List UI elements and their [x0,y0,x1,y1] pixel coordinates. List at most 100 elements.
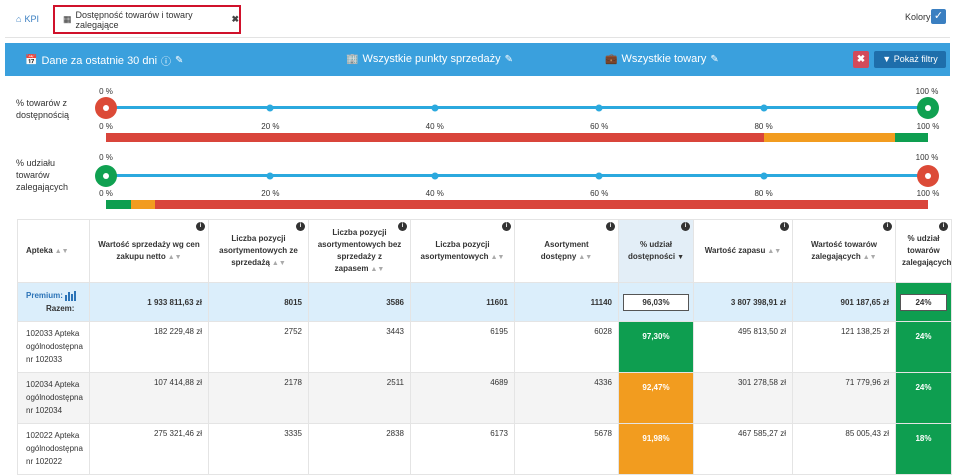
colorbar-segment [763,133,896,142]
summary-cell: 11601 [410,282,515,322]
info-icon[interactable]: i [296,222,305,231]
availability-share-cell: 92,47% [618,372,694,424]
bar-chart-icon[interactable] [65,290,77,301]
slider-tick [760,104,768,111]
slider-tick [595,104,603,111]
sort-icon[interactable]: ▲▼ [862,253,877,261]
col-header-sales-value[interactable]: i Wartość sprzedaży wg cen zakupu netto ▲▼ [89,219,209,283]
col-header-items-with-sales[interactable]: i Liczba pozycji asortymentowych ze sprze… [208,219,309,283]
availability-share-cell: 97,30% [618,321,694,373]
col-header-stale-value[interactable]: i Wartość towarów zalegających ▲▼ [792,219,896,283]
colors-label: Kolory [905,12,931,22]
slider-availability-max-handle[interactable] [917,97,939,119]
col-header-availability-share[interactable]: i% udział dostępności ▼ [618,219,694,283]
slider-scale-label: 40 % [425,122,444,131]
table-cell: 107 414,88 zł [89,372,209,424]
col-header-available[interactable]: i Asortyment dostępny ▲▼ [514,219,619,283]
col-header-apteka[interactable]: Apteka ▲▼ [17,219,90,283]
summary-name-cell: Premium: Razem: [17,282,90,322]
tab-availability[interactable]: ▦ Dostępność towarów i towary zalegające… [53,5,241,34]
edit-icon[interactable]: ✎ [504,53,513,65]
show-filters-label: Pokaż filtry [893,54,938,64]
table-cell: 2838 [308,423,411,475]
table-cell: 301 278,58 zł [693,372,793,424]
colors-checkbox[interactable]: ✓ [931,9,946,24]
slider-scale-label: 100 % [916,189,940,198]
tab-kpi[interactable]: ⌂ KPI [16,14,39,24]
slider-stale-track[interactable] [106,174,928,177]
info-icon[interactable]: i [939,222,948,231]
table-row[interactable]: 102034 Apteka ogólnodostępna nr 102034 10… [17,372,952,424]
colorbar-segment [130,200,156,209]
info-icon[interactable]: i [681,222,690,231]
info-icon[interactable]: i [883,222,892,231]
info-icon[interactable]: i [780,222,789,231]
premium-label: Premium: [26,291,63,300]
filter-points[interactable]: 🏢 Wszystkie punkty sprzedaży ✎ [346,53,513,65]
table-cell: 2752 [208,321,309,373]
calendar-icon: 📅 [25,55,38,66]
filter-period[interactable]: 📅 Dane za ostatnie 30 dni ⓘ ✎ [25,53,184,69]
summary-cell: 8015 [208,282,309,322]
info-icon[interactable]: i [398,222,407,231]
table-cell: 4336 [514,372,619,424]
tab-kpi-label: KPI [24,14,39,24]
slider-scale-label: 80 % [754,189,773,198]
slider-stale-min-label: 0 % [99,153,113,162]
col-header-items-without-sales[interactable]: i Liczba pozycji asortymentowych bez sprz… [308,219,411,283]
table-cell: 2511 [308,372,411,424]
slider-stale-max-handle[interactable] [917,165,939,187]
slider-scale-label: 100 % [916,122,940,131]
slider-tick [595,172,603,179]
slider-stale-min-handle[interactable] [95,165,117,187]
summary-cell: 11140 [514,282,619,322]
sort-icon[interactable]: ▲▼ [271,259,286,267]
info-icon[interactable]: i [502,222,511,231]
slider-availability-track[interactable] [106,106,928,109]
edit-icon[interactable]: ✎ [175,55,184,66]
sort-desc-icon[interactable]: ▼ [677,253,685,261]
slider-scale-label: 80 % [754,122,773,131]
table-cell: 182 229,48 zł [89,321,209,373]
close-icon[interactable]: ✖ [231,14,239,24]
table-cell: 5678 [514,423,619,475]
edit-icon[interactable]: ✎ [710,53,719,65]
slider-tick [266,172,274,179]
clear-filters-button[interactable]: ✖ [853,51,869,68]
summary-availability-cell: 96,03% [618,282,694,322]
building-icon: 🏢 [346,53,359,65]
summary-row: Premium: Razem: 1 933 811,63 zł 8015 358… [17,282,952,322]
info-icon: ⓘ [161,57,172,68]
info-icon[interactable]: i [196,222,205,231]
summary-cell: 3 807 398,91 zł [693,282,793,322]
summary-stale-share-cell: 24% [895,282,952,322]
filter-products[interactable]: 💼 Wszystkie towary ✎ [605,53,719,65]
slider-scale-label: 60 % [590,122,609,131]
table-cell: 4689 [410,372,515,424]
table-cell: 3335 [208,423,309,475]
table-cell: 467 585,27 zł [693,423,793,475]
show-filters-button[interactable]: ▼ Pokaż filtry [874,51,946,68]
slider-availability-min-handle[interactable] [95,97,117,119]
sort-icon[interactable]: ▲▼ [578,253,593,261]
table-row[interactable]: 102033 Apteka ogólnodostępna nr 102033 18… [17,321,952,373]
sort-icon[interactable]: ▲▼ [767,247,782,255]
filter-period-label: Dane za ostatnie 30 dni [41,54,158,67]
sort-icon[interactable]: ▲▼ [370,265,385,273]
col-header-stale-share[interactable]: i% udział towarów zalegających [895,219,952,283]
slider-tick [431,172,439,179]
sort-icon[interactable]: ▲▼ [490,253,505,261]
slider-stale-colorbar [106,200,928,209]
medkit-icon: 💼 [605,53,618,65]
slider-availability-max-label: 100 % [915,87,939,96]
col-header-stock-value[interactable]: i Wartość zapasu ▲▼ [693,219,793,283]
colorbar-segment [106,133,764,142]
colorbar-segment [895,133,928,142]
col-header-items-count[interactable]: i Liczba pozycji asortymentowych ▲▼ [410,219,515,283]
sort-icon[interactable]: ▲▼ [167,253,182,261]
sort-icon[interactable]: ▲▼ [54,247,69,255]
home-icon: ⌂ [16,14,22,24]
info-icon[interactable]: i [606,222,615,231]
table-row[interactable]: 102022 Apteka ogólnodostępna nr 102022 27… [17,423,952,475]
pharmacy-name-cell: 102022 Apteka ogólnodostępna nr 102022 [17,423,90,475]
